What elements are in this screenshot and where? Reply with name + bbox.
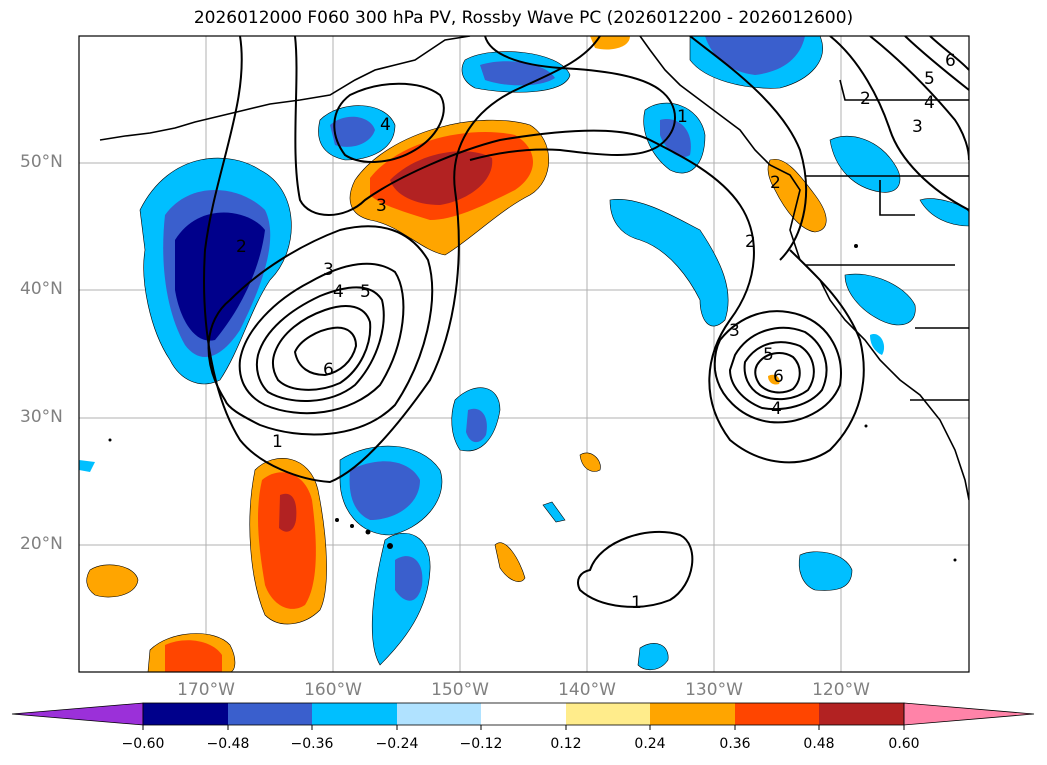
lon-label: 170°W bbox=[177, 680, 235, 700]
contour-label: 3 bbox=[912, 117, 923, 137]
negative-anomaly-west bbox=[139, 157, 292, 385]
contour-label: 1 bbox=[272, 432, 283, 452]
lon-label: 140°W bbox=[558, 680, 616, 700]
colorbar-swatch bbox=[650, 703, 735, 725]
colorbar-swatch bbox=[397, 703, 481, 725]
lon-label: 150°W bbox=[431, 680, 489, 700]
colorbar bbox=[11, 702, 1035, 730]
contour-label: 2 bbox=[745, 232, 756, 252]
contour-label: 3 bbox=[376, 196, 387, 216]
contour-label: 6 bbox=[323, 360, 334, 380]
pc-contours bbox=[203, 36, 969, 608]
colorbar-swatch bbox=[228, 703, 312, 725]
contour-label: 4 bbox=[771, 399, 782, 419]
colorbar-swatch bbox=[312, 703, 397, 725]
colorbar-tick-label: −0.24 bbox=[375, 736, 419, 752]
positive-anomaly-south bbox=[86, 158, 827, 672]
lon-label: 160°W bbox=[304, 680, 362, 700]
negative-anomaly-central bbox=[318, 51, 571, 666]
contour-label: 6 bbox=[773, 367, 784, 387]
colorbar-tick-label: −0.60 bbox=[121, 736, 165, 752]
colorbar-swatch bbox=[481, 703, 566, 725]
colorbar-tick-label: −0.36 bbox=[290, 736, 334, 752]
colorbar-tick-label: 0.60 bbox=[888, 736, 920, 752]
colorbar-swatch bbox=[143, 703, 228, 725]
map-title: 2026012000 F060 300 hPa PV, Rossby Wave … bbox=[193, 8, 854, 28]
contour-label: 4 bbox=[924, 93, 935, 113]
contour-label: 2 bbox=[860, 89, 871, 109]
contour-label: 2 bbox=[236, 237, 247, 257]
lat-label: 30°N bbox=[20, 407, 63, 427]
contour-label: 5 bbox=[360, 282, 371, 302]
colorbar-tick-label: 0.36 bbox=[719, 736, 751, 752]
contour-label: 1 bbox=[677, 107, 688, 127]
colorbar-tick-label: 0.12 bbox=[550, 736, 582, 752]
lat-label: 20°N bbox=[20, 534, 63, 554]
colorbar-tick-label: −0.48 bbox=[206, 736, 250, 752]
lat-label: 40°N bbox=[20, 279, 63, 299]
contour-label: 2 bbox=[770, 173, 781, 193]
contour-label: 6 bbox=[945, 51, 956, 71]
islands bbox=[108, 244, 957, 562]
contour-label-group: 1 2 3 4 5 6 1 2 3 4 5 6 1 2 3 4 5 6 2 3 … bbox=[236, 51, 956, 613]
lat-label: 50°N bbox=[20, 152, 63, 172]
contour-label: 3 bbox=[323, 260, 334, 280]
colorbar-under-arrow bbox=[11, 702, 144, 726]
colorbar-over-arrow bbox=[903, 702, 1035, 726]
contour-label: 3 bbox=[729, 321, 740, 341]
colorbar-tick-label: −0.12 bbox=[459, 736, 503, 752]
contour-label: 4 bbox=[380, 115, 391, 135]
colorbar-swatch bbox=[566, 703, 650, 725]
colorbar-swatch bbox=[819, 703, 904, 725]
contour-label: 1 bbox=[631, 593, 642, 613]
contour-label: 5 bbox=[924, 69, 935, 89]
lon-label: 130°W bbox=[685, 680, 743, 700]
negative-anomaly-east bbox=[79, 36, 969, 670]
lon-label: 120°W bbox=[812, 680, 870, 700]
colorbar-swatch bbox=[735, 703, 819, 725]
colorbar-tick-label: 0.48 bbox=[803, 736, 835, 752]
coastlines bbox=[99, 36, 969, 501]
contour-label: 4 bbox=[333, 282, 344, 302]
contour-label: 5 bbox=[763, 345, 774, 365]
colorbar-tick-label: 0.24 bbox=[634, 736, 666, 752]
